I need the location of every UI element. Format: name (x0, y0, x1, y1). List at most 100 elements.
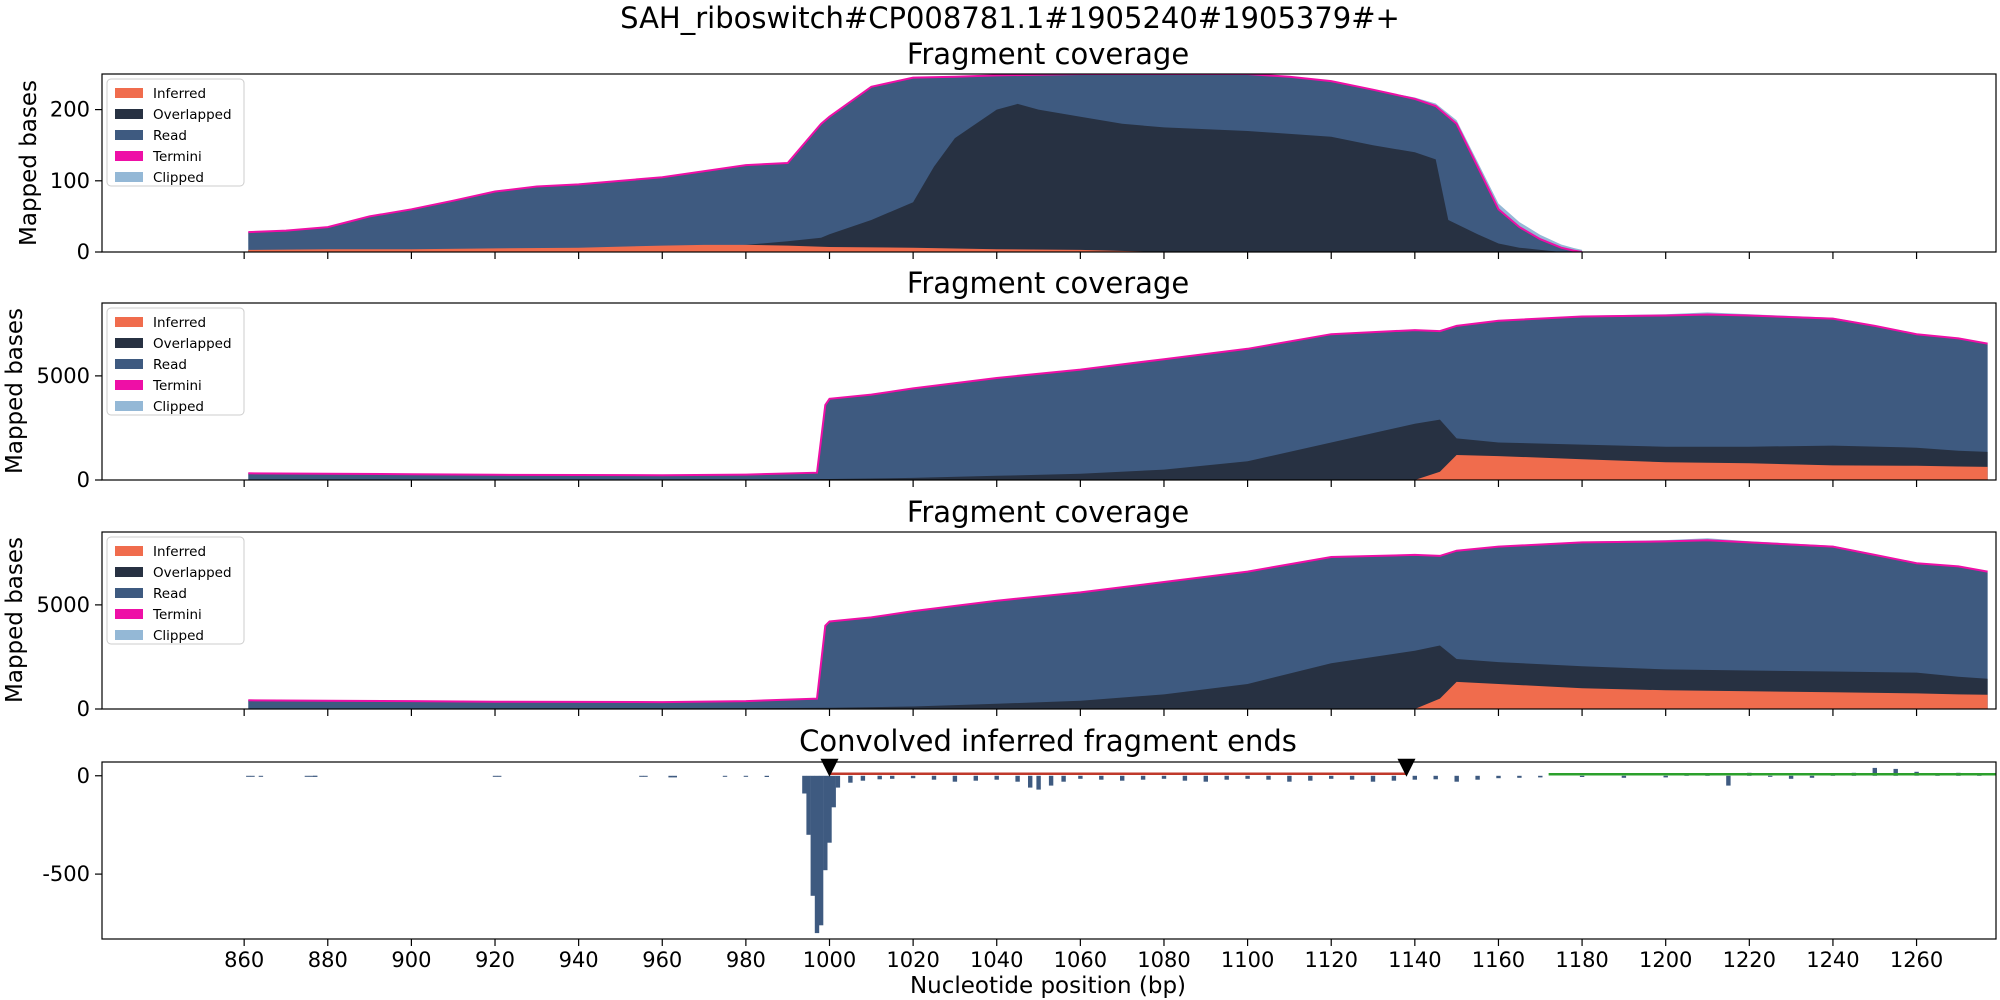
ends-bar (1182, 775, 1188, 781)
panel-title: Fragment coverage (907, 495, 1189, 529)
ends-bar (764, 775, 769, 777)
legend-label-inferred: Inferred (153, 315, 206, 331)
ends-bar (835, 775, 841, 788)
x-tick-label: 900 (391, 948, 431, 972)
ends-bar (1140, 775, 1146, 780)
ends-bar (806, 775, 811, 835)
ends-bar (672, 775, 677, 778)
panel-fragment-coverage-1: Fragment coverage Mapped bases 0 100 200 In… (16, 37, 1997, 264)
x-tick-label: 1180 (1555, 948, 1608, 972)
termini-outline (248, 539, 1988, 704)
x-tick-label: 1000 (803, 948, 856, 972)
ends-bar (1349, 775, 1355, 780)
ends-bar (1203, 775, 1208, 782)
ends-bar (1433, 775, 1438, 780)
ends-bar (1048, 775, 1054, 786)
termini-outline (248, 74, 1583, 252)
ends-bar (1099, 775, 1104, 780)
y-tick-label: 0 (77, 764, 90, 788)
ends-bar (1475, 775, 1480, 780)
y-axis-label: Mapped bases (2, 537, 28, 703)
x-tick-label: 940 (559, 948, 599, 972)
ends-bar (1893, 768, 1898, 776)
x-tick-label: 1040 (970, 948, 1023, 972)
legend-label-inferred: Inferred (153, 544, 206, 560)
legend-swatch-read (115, 359, 143, 369)
y-axis-label: Mapped bases (16, 80, 42, 246)
plot-area (248, 538, 1988, 709)
ends-bar (827, 775, 832, 843)
start-marker (820, 758, 839, 777)
legend-label-read: Read (153, 586, 187, 602)
y-tick-label: 0 (77, 468, 90, 492)
legend-swatch-inferred (115, 546, 143, 556)
legend-swatch-overlapped (115, 567, 143, 577)
y-axis-label: Mapped bases (2, 308, 28, 474)
ends-bar (1391, 775, 1397, 781)
ends-bar (1308, 775, 1313, 781)
ends-bar (994, 775, 999, 780)
ends-bar (1538, 775, 1543, 778)
ends-bar (1412, 775, 1417, 780)
ends-bar (313, 775, 318, 777)
ends-bar (492, 775, 498, 777)
ends-bar (1496, 775, 1501, 779)
ends-bar (877, 775, 882, 780)
ends-bar (250, 775, 255, 777)
ends-bar (910, 775, 916, 779)
ends-bar (1579, 775, 1585, 777)
y-tick-label: 0 (77, 240, 90, 264)
ends-bar (1078, 775, 1083, 779)
ends-bar (973, 775, 978, 781)
ends-bar (1245, 775, 1250, 779)
legend-swatch-clipped (115, 401, 143, 411)
y-tick-label: 5000 (37, 593, 90, 617)
x-tick-label: 1260 (1890, 948, 1943, 972)
ends-bar (814, 775, 820, 934)
legend-swatch-inferred (115, 317, 143, 327)
ends-bar (1329, 775, 1334, 779)
ends-bar (1872, 767, 1877, 776)
ends-bar (1266, 775, 1271, 780)
axes-frame (101, 302, 1997, 481)
panel-fragment-coverage-3: Fragment coverage Mapped bases 0 5000 Infe… (2, 495, 1997, 721)
area-inferred (248, 455, 1988, 480)
legend-label-read: Read (153, 128, 187, 144)
legend-swatch-clipped (115, 630, 143, 640)
ends-bar (308, 775, 314, 777)
ends-bar (743, 775, 749, 777)
legend-swatch-overlapped (115, 109, 143, 119)
x-tick-label: 920 (475, 948, 515, 972)
legend-label-inferred: Inferred (153, 86, 206, 102)
ends-bar (1788, 775, 1794, 779)
axes-frame (101, 531, 1997, 710)
legend-label-termini: Termini (152, 607, 202, 623)
x-tick-label: 960 (642, 948, 682, 972)
ends-bar (823, 775, 828, 871)
legend-label-termini: Termini (152, 378, 202, 394)
ends-bar (1663, 775, 1668, 778)
y-tick-label: 5000 (37, 364, 90, 388)
legend-label-clipped: Clipped (153, 170, 204, 186)
ends-bar (860, 775, 866, 781)
legend-label-overlapped: Overlapped (153, 107, 232, 123)
legend-swatch-clipped (115, 172, 143, 182)
legend-label-clipped: Clipped (153, 399, 204, 415)
ends-bar (1517, 775, 1522, 778)
ends-bar (831, 775, 836, 808)
ends-bar (931, 775, 937, 780)
y-tick-label: -500 (42, 862, 90, 886)
x-tick-label: 1100 (1221, 948, 1274, 972)
ends-bar (497, 775, 502, 777)
ends-bar (1161, 775, 1167, 779)
x-tick-label: 880 (308, 948, 348, 972)
ends-bar (1120, 775, 1125, 781)
x-tick-label: 1220 (1723, 948, 1776, 972)
x-tick-label: 1200 (1639, 948, 1692, 972)
legend-swatch-termini (115, 380, 143, 390)
ends-bar (1036, 775, 1041, 790)
x-tick-label: 1080 (1137, 948, 1190, 972)
ends-bar (1224, 775, 1229, 780)
ends-bar (1061, 775, 1066, 782)
